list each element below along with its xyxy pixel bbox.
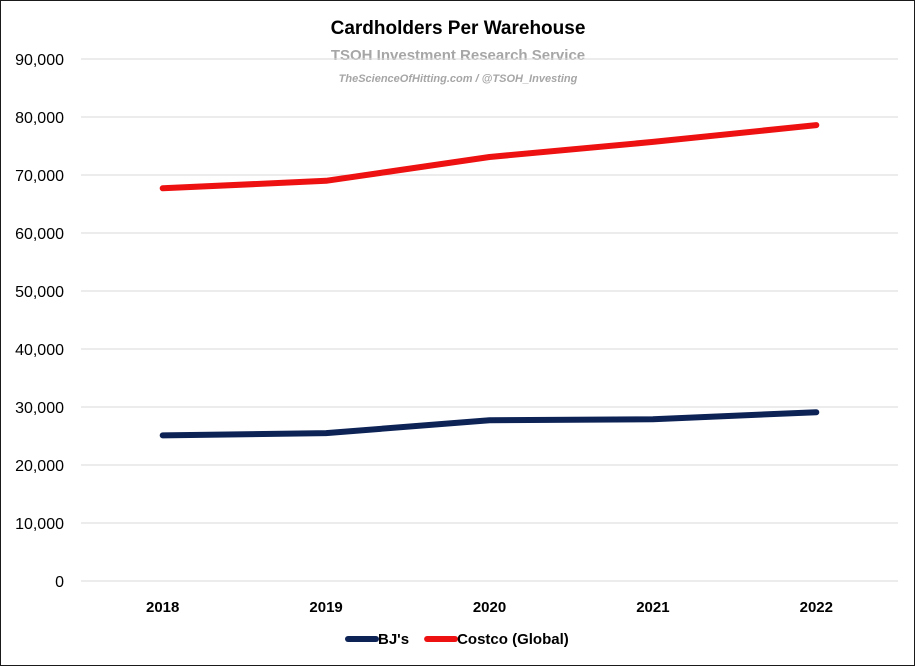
x-tick-label: 2018 [146, 599, 179, 616]
y-tick-label: 60,000 [15, 226, 64, 243]
y-tick-label: 90,000 [15, 52, 64, 69]
y-tick-label: 30,000 [15, 400, 64, 417]
y-tick-label: 40,000 [15, 342, 64, 359]
x-tick-label: 2020 [473, 599, 506, 616]
y-tick-label: 10,000 [15, 516, 64, 533]
chart-subtitle: TSOH Investment Research Service [331, 47, 585, 64]
chart-credit: TheScienceOfHitting.com / @TSOH_Investin… [339, 73, 578, 85]
y-tick-label: 0 [55, 574, 64, 591]
y-axis-ticks: 0 10,000 20,000 30,000 40,000 50,000 60,000 70,… [15, 52, 64, 591]
x-axis-ticks: 2018 2019 2020 2021 2022 [146, 599, 833, 616]
y-tick-label: 80,000 [15, 110, 64, 127]
series-line [159, 409, 820, 439]
y-tick-label: 20,000 [15, 458, 64, 475]
x-tick-label: 2022 [800, 599, 833, 616]
legend-label: Costco (Global) [457, 631, 569, 648]
gridlines [81, 58, 898, 582]
series-lines [159, 122, 820, 439]
chart-title: Cardholders Per Warehouse [331, 18, 586, 39]
legend: BJ's Costco (Global) [345, 631, 569, 648]
y-tick-label: 50,000 [15, 284, 64, 301]
legend-label: BJ's [378, 631, 409, 648]
y-tick-label: 70,000 [15, 168, 64, 185]
series-line [159, 122, 820, 192]
x-tick-label: 2019 [309, 599, 342, 616]
x-tick-label: 2021 [636, 599, 669, 616]
